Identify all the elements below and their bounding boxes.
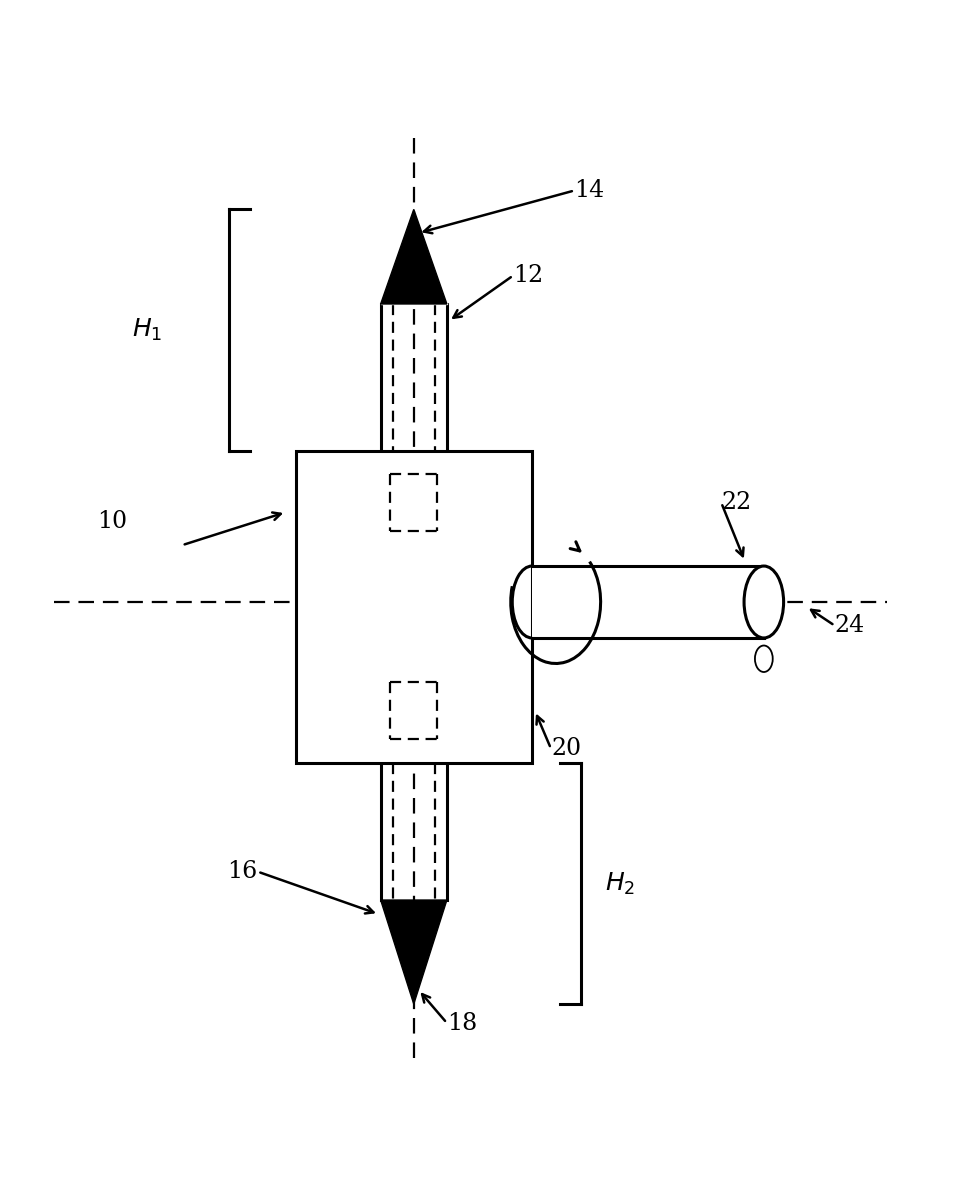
Text: 18: 18 [447,1011,477,1034]
Bar [532,566,764,638]
Text: 22: 22 [721,491,752,514]
Polygon shape [381,295,447,303]
Text: 16: 16 [228,860,257,884]
Text: 12: 12 [513,264,543,287]
Text: 24: 24 [835,614,865,637]
Text: 20: 20 [551,737,581,760]
Text: 10: 10 [97,510,127,533]
Ellipse shape [744,566,783,638]
Polygon shape [381,209,447,303]
Text: $H_2$: $H_2$ [605,870,636,897]
Bar [296,450,532,763]
Polygon shape [381,901,447,1004]
Ellipse shape [755,645,773,672]
Text: $H_1$: $H_1$ [132,317,162,343]
Text: 14: 14 [575,179,605,202]
